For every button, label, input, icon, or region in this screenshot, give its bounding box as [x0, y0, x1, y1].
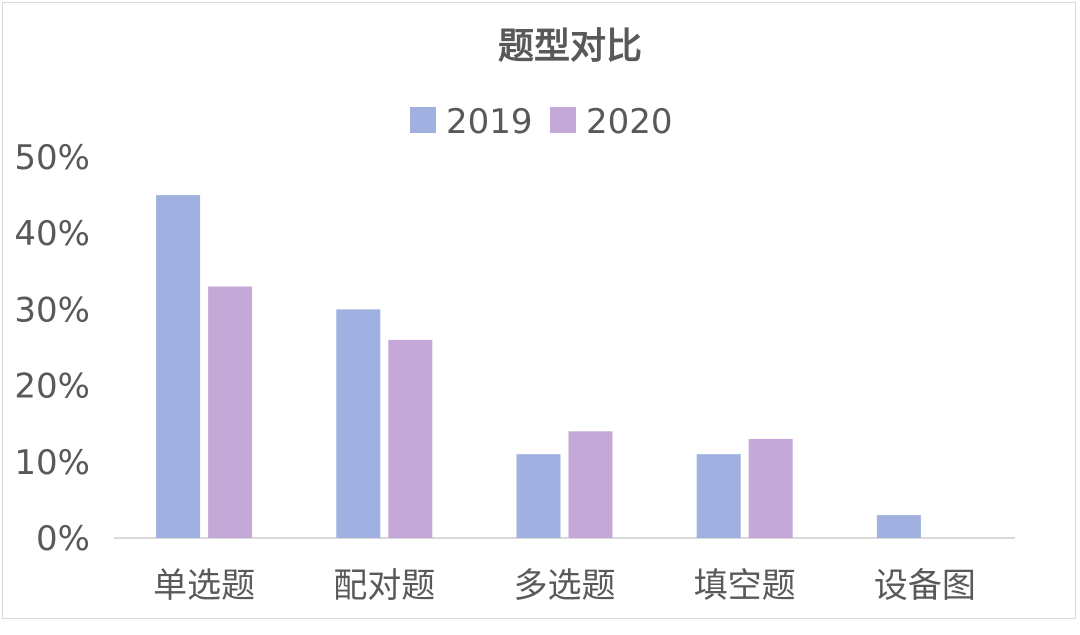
x-axis-categories: 单选题 配对题 多选题 填空题 设备图 — [153, 566, 976, 606]
y-tick-label: 50% — [14, 138, 90, 178]
x-category-label: 配对题 — [333, 566, 435, 606]
x-category-label: 多选题 — [514, 566, 616, 606]
y-tick-label: 0% — [36, 519, 90, 559]
legend-swatch-2020 — [550, 107, 576, 133]
bar-2020-多选题 — [568, 431, 613, 538]
bar-2019-单选题 — [156, 195, 201, 538]
bars — [156, 195, 921, 538]
chart-title: 题型对比 — [498, 26, 642, 67]
legend-swatch-2019 — [410, 107, 436, 133]
bar-2020-配对题 — [388, 339, 433, 538]
x-category-label: 设备图 — [874, 566, 976, 606]
bar-2019-多选题 — [516, 454, 561, 538]
legend: 2019 2020 — [410, 102, 673, 142]
bar-2020-填空题 — [748, 438, 793, 538]
bar-2019-配对题 — [336, 309, 381, 538]
y-tick-label: 30% — [14, 290, 90, 330]
y-tick-label: 40% — [14, 214, 90, 254]
bar-2019-设备图 — [876, 515, 921, 538]
legend-label-2020: 2020 — [586, 102, 673, 142]
y-tick-label: 10% — [14, 443, 90, 483]
y-tick-label: 20% — [14, 367, 90, 407]
bar-2019-填空题 — [696, 454, 741, 538]
x-category-label: 单选题 — [153, 566, 255, 606]
x-category-label: 填空题 — [694, 566, 796, 606]
legend-label-2019: 2019 — [446, 102, 533, 142]
bar-2020-单选题 — [208, 286, 253, 538]
y-axis-ticks: 0% 10% 20% 30% 40% 50% — [14, 138, 90, 559]
